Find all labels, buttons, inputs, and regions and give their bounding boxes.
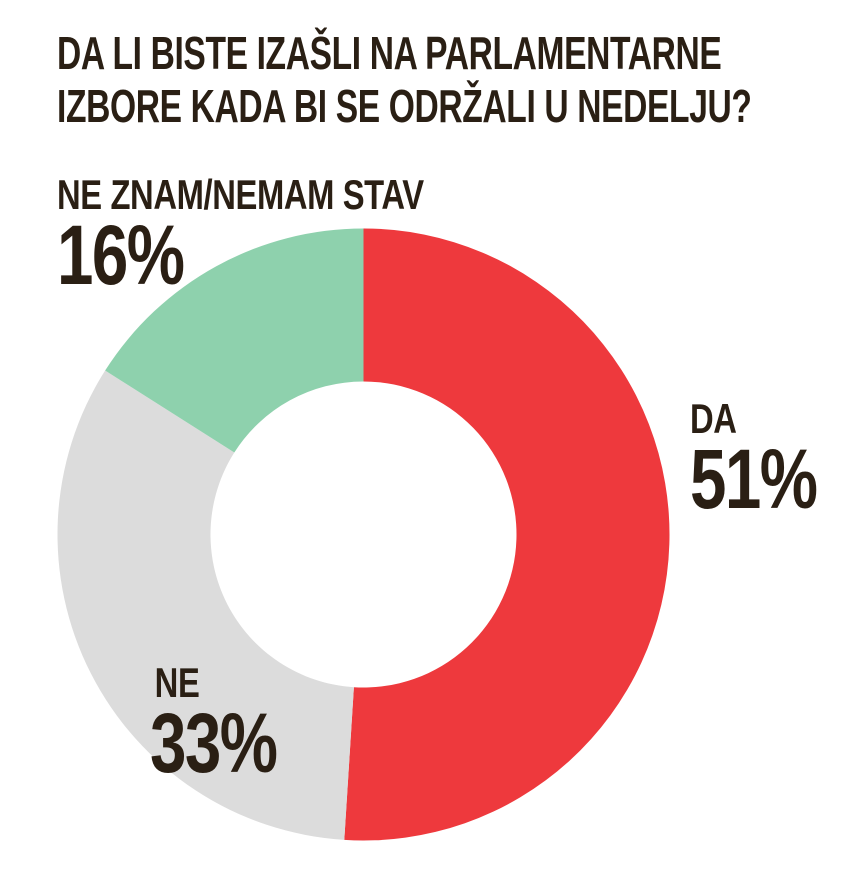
chart-title-line1: DA LI BISTE IZAŠLI NA PARLAMENTARNE [57,27,722,79]
donut-chart [57,228,670,841]
slice-value-ne: 33% [150,696,278,790]
donut-slice-ne [57,370,354,840]
label-group-da: DA 51% [690,395,818,526]
slice-label-ne: NE [154,659,200,706]
slice-value-ne-znam: 16% [57,208,185,302]
slice-value-da: 51% [690,432,818,526]
donut-slice-ne-znam-nemam-stav [105,228,364,453]
chart-title: DA LI BISTE IZAŠLI NA PARLAMENTARNE IZBO… [57,27,752,134]
label-group-ne: NE 33% [150,659,278,790]
label-group-ne-znam: NE ZNAM/NEMAM STAV 16% [57,171,424,302]
slice-label-da: DA [690,395,737,442]
chart-title-line2: IZBORE KADA BI SE ODRŽALI U NEDELJU? [57,80,752,133]
slice-label-ne-znam: NE ZNAM/NEMAM STAV [57,171,424,218]
donut-slice-da [344,228,670,841]
